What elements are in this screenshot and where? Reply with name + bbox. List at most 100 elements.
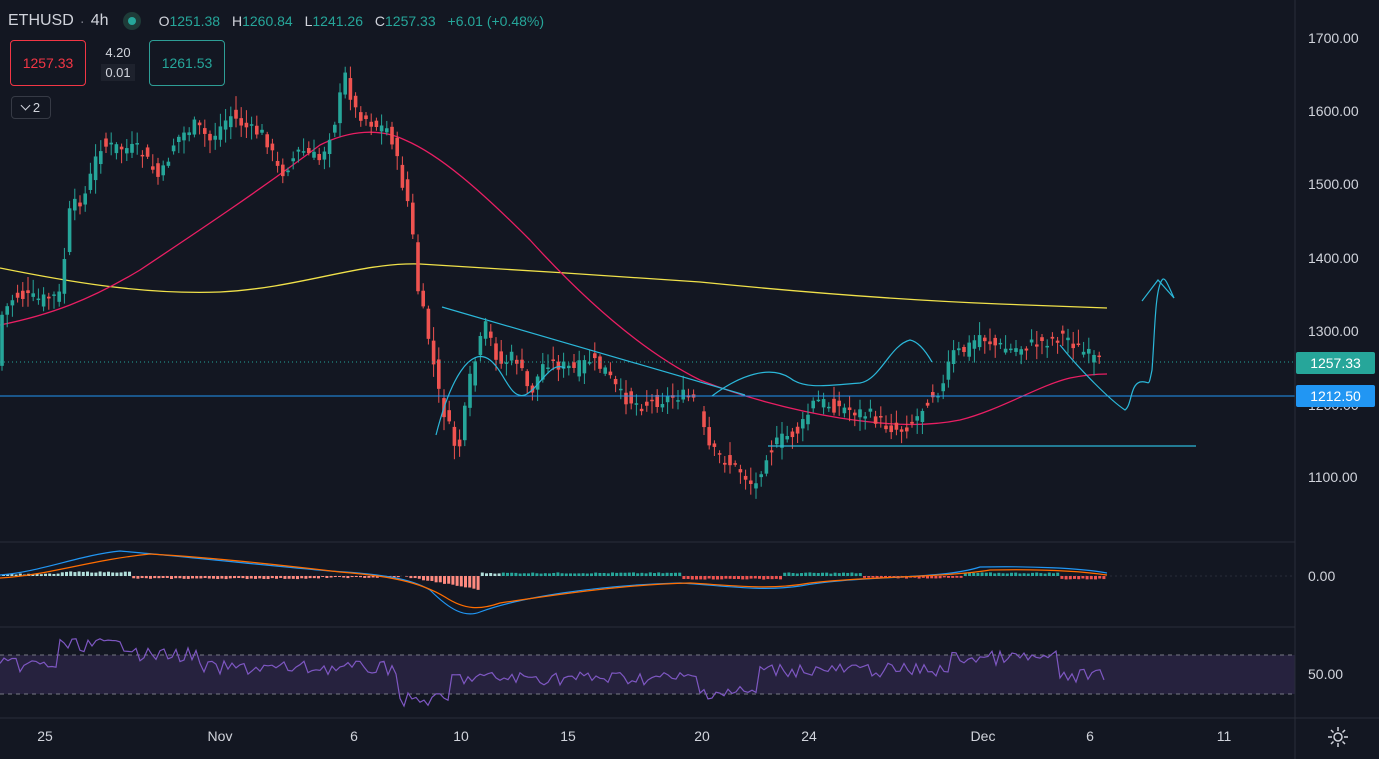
macd-histogram-bar (283, 576, 287, 579)
macd-histogram-bar (321, 576, 325, 577)
indicators-collapse-button[interactable]: 2 (11, 96, 51, 119)
macd-histogram-bar (1010, 572, 1013, 576)
macd-histogram-bar (296, 576, 299, 580)
time-axis-label: 25 (37, 728, 53, 744)
macd-histogram-bar (724, 576, 728, 579)
macd-histogram-bar (132, 576, 136, 579)
candle-body (494, 343, 498, 360)
macd-histogram-bar (867, 576, 871, 578)
macd-histogram-bar (598, 572, 602, 576)
macd-histogram-bar (1001, 573, 1005, 576)
macd-histogram-bar (623, 572, 627, 576)
price-axis-label: 1300.00 (1308, 323, 1359, 339)
candle-body (192, 119, 197, 135)
macd-histogram-bar (602, 572, 606, 576)
candle-body (572, 362, 576, 368)
macd-histogram-bar (86, 571, 89, 576)
candle-body (31, 293, 35, 297)
candle-body (785, 435, 789, 440)
macd-histogram-bar (346, 576, 350, 579)
macd-histogram-bar (216, 576, 220, 579)
candle-body (447, 410, 451, 422)
macd-histogram-bar (14, 574, 18, 576)
macd-histogram-bar (375, 576, 379, 578)
horizontal-line-price-tag[interactable]: 1212.50 (1296, 385, 1375, 407)
candle-body (977, 335, 982, 348)
buy-button[interactable]: 1261.53 (149, 40, 225, 86)
candle-body (296, 149, 301, 152)
candle-body (613, 378, 618, 385)
candle-body (478, 336, 483, 356)
candle-body (177, 136, 181, 143)
macd-histogram-bar (144, 576, 148, 579)
macd-histogram-bar (161, 576, 165, 578)
candle-body (769, 450, 774, 453)
candle-body (57, 291, 61, 302)
macd-histogram-bar (846, 572, 850, 576)
candle-body (535, 376, 540, 390)
macd-histogram-bar (749, 576, 753, 579)
macd-histogram-bar (312, 576, 316, 579)
settings-gear-icon[interactable] (1327, 726, 1349, 748)
candle-body (270, 143, 275, 151)
candle-body (925, 402, 930, 406)
macd-histogram-bar (354, 576, 358, 578)
candle-body (390, 126, 394, 145)
macd-histogram-bar (39, 574, 43, 576)
macd-histogram-bar (123, 571, 127, 576)
candle-body (863, 416, 867, 419)
spread-bottom[interactable]: 0.01 (101, 64, 135, 81)
macd-histogram-bar (1052, 573, 1055, 576)
macd-histogram-bar (115, 572, 119, 576)
high-label: H (231, 13, 243, 29)
candle-body (125, 148, 129, 154)
macd-histogram-bar (195, 576, 199, 579)
macd-histogram-bar (111, 572, 115, 576)
macd-histogram-bar (783, 572, 787, 576)
time-axis-label: 15 (560, 728, 576, 744)
macd-histogram-bar (90, 572, 94, 576)
macd-histogram-bar (682, 576, 686, 580)
candle-body (915, 416, 919, 421)
candle-body (993, 337, 997, 346)
macd-histogram-bar (1047, 572, 1051, 576)
candle-body (234, 109, 238, 119)
macd-histogram-bar (947, 576, 950, 578)
sell-button[interactable]: 1257.33 (10, 40, 86, 86)
candle-body (650, 399, 654, 402)
candle-body (431, 340, 436, 365)
candle-body (655, 394, 659, 407)
macd-histogram-bar (632, 572, 635, 576)
macd-histogram-bar (1094, 576, 1097, 580)
macd-histogram-bar (413, 576, 417, 579)
timeframe-label[interactable]: 4h (90, 12, 109, 29)
macd-histogram-bar (472, 576, 476, 589)
candle-body (702, 411, 706, 428)
candle-body (255, 125, 259, 135)
macd-histogram-bar (619, 572, 623, 576)
macd-histogram-bar (552, 572, 556, 576)
candle-body (873, 416, 878, 424)
macd-line (0, 550, 1108, 615)
candle-body (395, 137, 399, 157)
macd-histogram-bar (455, 576, 459, 586)
candle-body (99, 151, 103, 165)
close-value: 1257.33 (385, 13, 436, 29)
candle-body (707, 427, 711, 446)
candle-body (728, 455, 732, 466)
candle-body (489, 331, 493, 338)
macd-histogram-bar (174, 576, 178, 579)
candle-body (379, 125, 384, 132)
candle-body (634, 403, 639, 405)
macd-histogram-bar (237, 576, 241, 579)
candle-body (364, 115, 368, 120)
macd-histogram-bar (73, 572, 77, 576)
time-axis-label: Nov (207, 728, 233, 744)
candle-body (603, 367, 607, 374)
symbol-name[interactable]: ETHUSD (8, 12, 74, 29)
macd-histogram-bar (426, 576, 430, 581)
macd-histogram-bar (707, 576, 711, 579)
macd-histogram-bar (207, 576, 211, 579)
macd-histogram-bar (107, 571, 110, 576)
